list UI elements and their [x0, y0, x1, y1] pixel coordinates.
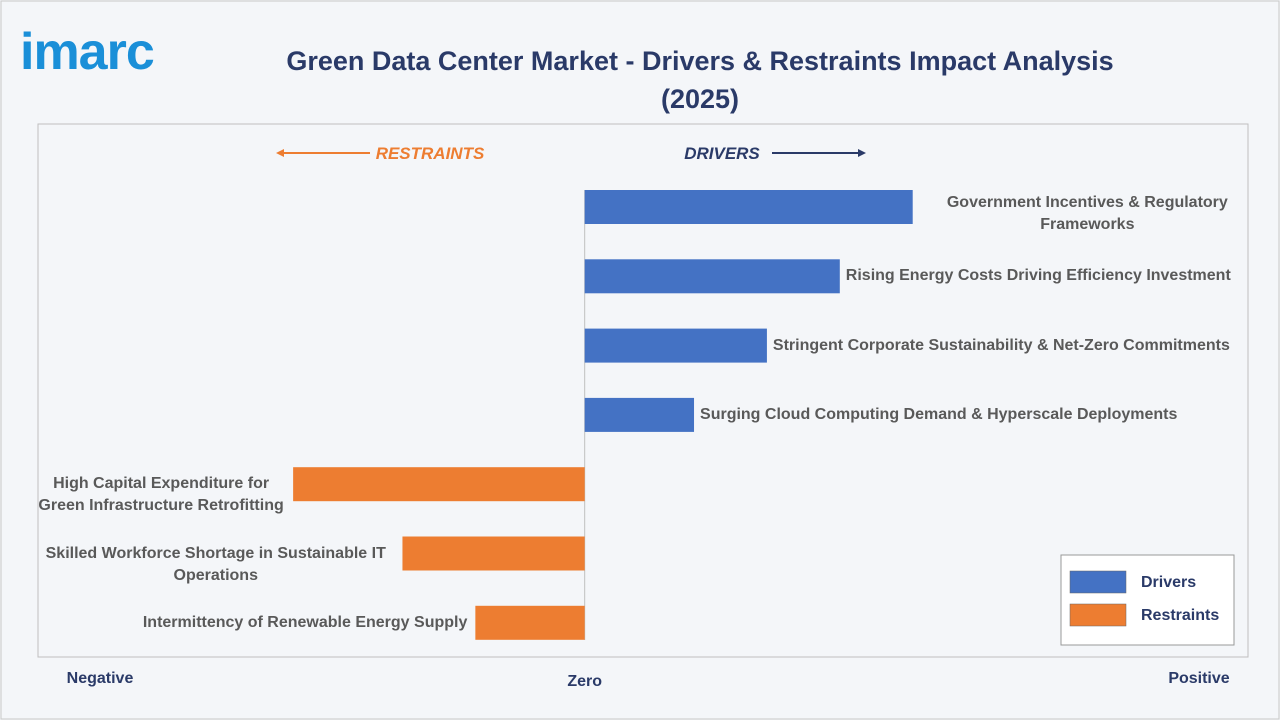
arrow-head — [858, 149, 866, 157]
arrow-head — [276, 149, 284, 157]
bar — [293, 467, 585, 502]
bar — [584, 259, 840, 294]
category-label: Rising Energy Costs Driving Efficiency I… — [845, 267, 1231, 285]
bar — [402, 536, 585, 571]
logo: imarc — [20, 23, 155, 81]
restraints-label: RESTRAINTS — [376, 144, 485, 163]
category-label: Government Incentives & Regulatory Frame… — [946, 194, 1228, 233]
category-label: Surging Cloud Computing Demand & Hypersc… — [700, 405, 1178, 423]
category-label: Skilled Workforce Shortage in Sustainabl… — [45, 544, 386, 584]
legend-box — [1060, 554, 1235, 646]
category-label: Intermittency of Renewable Energy Supply — [142, 613, 468, 631]
category-label: High Capital Expenditure for Green Infra… — [38, 475, 284, 515]
axis-label: Positive — [1168, 670, 1229, 687]
legend-label: Restraints — [1141, 607, 1219, 624]
category-label: Stringent Corporate Sustainability & Net… — [772, 336, 1230, 354]
bar — [584, 190, 913, 224]
bar — [475, 605, 585, 640]
bar — [584, 328, 767, 363]
legend-label: Drivers — [1141, 574, 1196, 591]
legend-swatch — [1069, 570, 1127, 594]
chart-title: Green Data Center Market - Drivers & Res… — [286, 46, 1114, 114]
axis-label: Negative — [67, 670, 134, 687]
axis-label: Zero — [567, 673, 602, 690]
drivers-label: DRIVERS — [684, 144, 760, 163]
legend-swatch — [1069, 603, 1127, 627]
bar — [584, 397, 695, 432]
